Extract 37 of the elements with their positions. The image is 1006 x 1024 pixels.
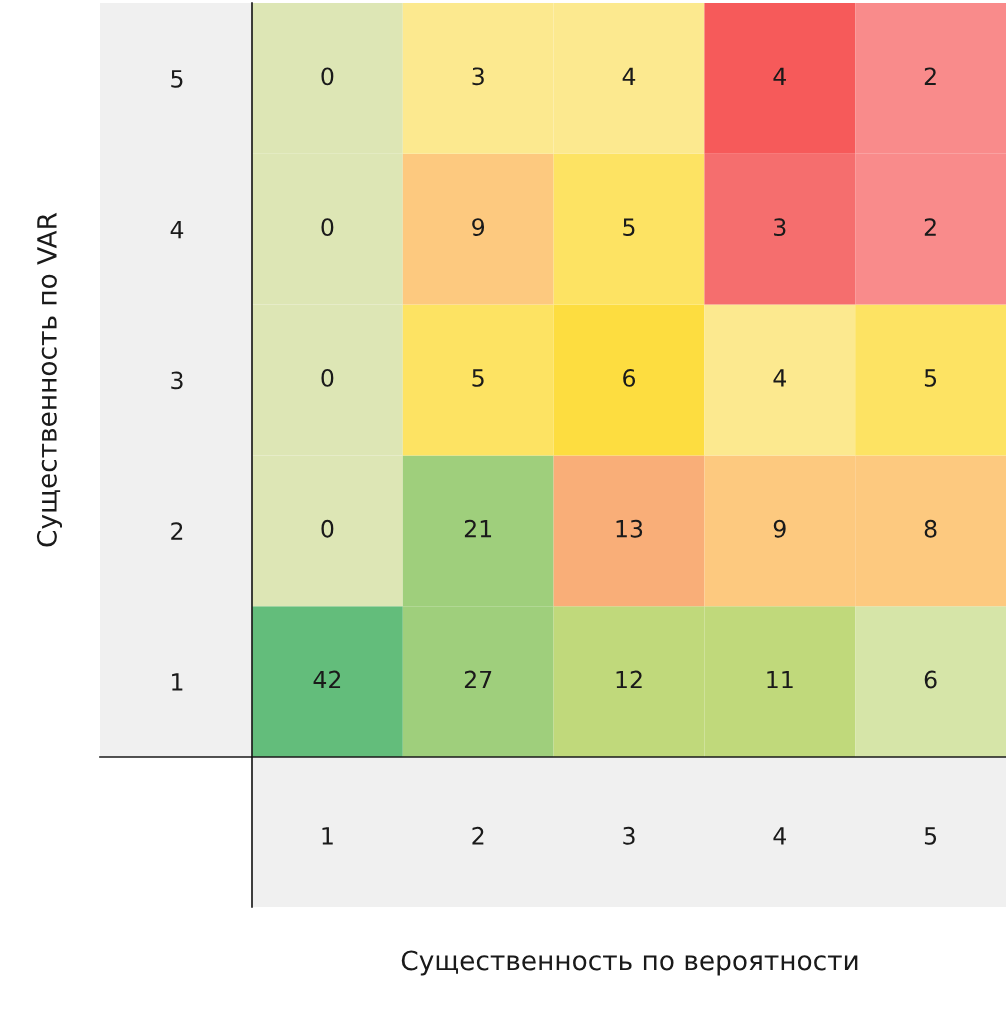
y-tick-label: 4	[170, 220, 184, 239]
y-tick-label: 2	[171, 522, 183, 540]
data-label: 12	[616, 670, 642, 689]
data-label: 4	[773, 369, 786, 387]
data-label: 3	[774, 218, 786, 237]
data-label: 6	[623, 368, 636, 387]
data-label: 27	[464, 670, 492, 689]
data-label: 42	[313, 670, 341, 689]
data-label: 6	[924, 670, 937, 689]
y-tick-label: 3	[171, 371, 183, 390]
data-label: 13	[616, 519, 643, 538]
data-label: 9	[773, 519, 786, 538]
x-tick-label: 5	[924, 827, 937, 845]
data-label: 2	[924, 218, 936, 236]
y-tick-label: 1	[172, 673, 183, 691]
y-axis-title: Существенность по VAR	[36, 212, 62, 547]
data-label: 3	[472, 67, 484, 86]
x-tick-label: 4	[773, 827, 786, 845]
data-label: 9	[472, 218, 485, 237]
x-tick-label: 2	[472, 826, 484, 845]
data-label: 8	[924, 519, 937, 538]
data-label: 21	[464, 519, 492, 538]
data-label: 5	[924, 369, 937, 387]
data-label: 5	[623, 218, 635, 237]
x-tick-label: 1	[322, 827, 333, 845]
data-label: 5	[472, 369, 484, 387]
data-label: 0	[321, 519, 334, 538]
data-label: 11	[767, 670, 793, 689]
x-axis-title: Существенность по вероятности	[401, 950, 858, 976]
data-label: 0	[321, 67, 334, 86]
x-tick-label: 3	[623, 826, 635, 845]
data-label: 0	[321, 368, 334, 387]
data-label: 4	[622, 67, 636, 85]
data-label: 2	[924, 67, 936, 85]
data-label: 4	[773, 67, 786, 85]
y-tick-label: 5	[171, 70, 183, 88]
data-label: 0	[321, 218, 334, 237]
